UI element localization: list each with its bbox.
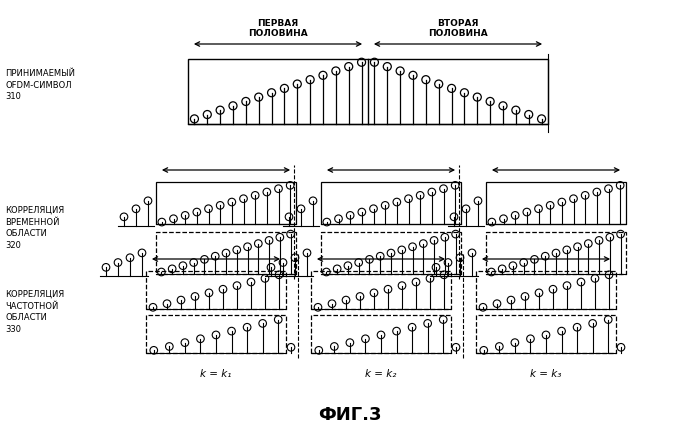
Text: ВТОРАЯ
ПОЛОВИНА: ВТОРАЯ ПОЛОВИНА <box>428 19 488 38</box>
Text: ПЕРВАЯ
ПОЛОВИНА: ПЕРВАЯ ПОЛОВИНА <box>248 19 308 38</box>
Text: КОРРЕЛЯЦИЯ
ЧАСТОТНОЙ
ОБЛАСТИ
330: КОРРЕЛЯЦИЯ ЧАСТОТНОЙ ОБЛАСТИ 330 <box>5 290 64 334</box>
Text: КОРРЕЛЯЦИЯ
ВРЕМЕННОЙ
ОБЛАСТИ
320: КОРРЕЛЯЦИЯ ВРЕМЕННОЙ ОБЛАСТИ 320 <box>5 206 64 250</box>
Text: ПРИНИМАЕМЫЙ
OFDM-СИМВОЛ
310: ПРИНИМАЕМЫЙ OFDM-СИМВОЛ 310 <box>5 69 75 101</box>
Text: k = k₃: k = k₃ <box>531 369 562 379</box>
Text: k = k₂: k = k₂ <box>366 369 397 379</box>
Text: k = k₁: k = k₁ <box>201 369 231 379</box>
Text: ФИГ.3: ФИГ.3 <box>318 406 382 424</box>
